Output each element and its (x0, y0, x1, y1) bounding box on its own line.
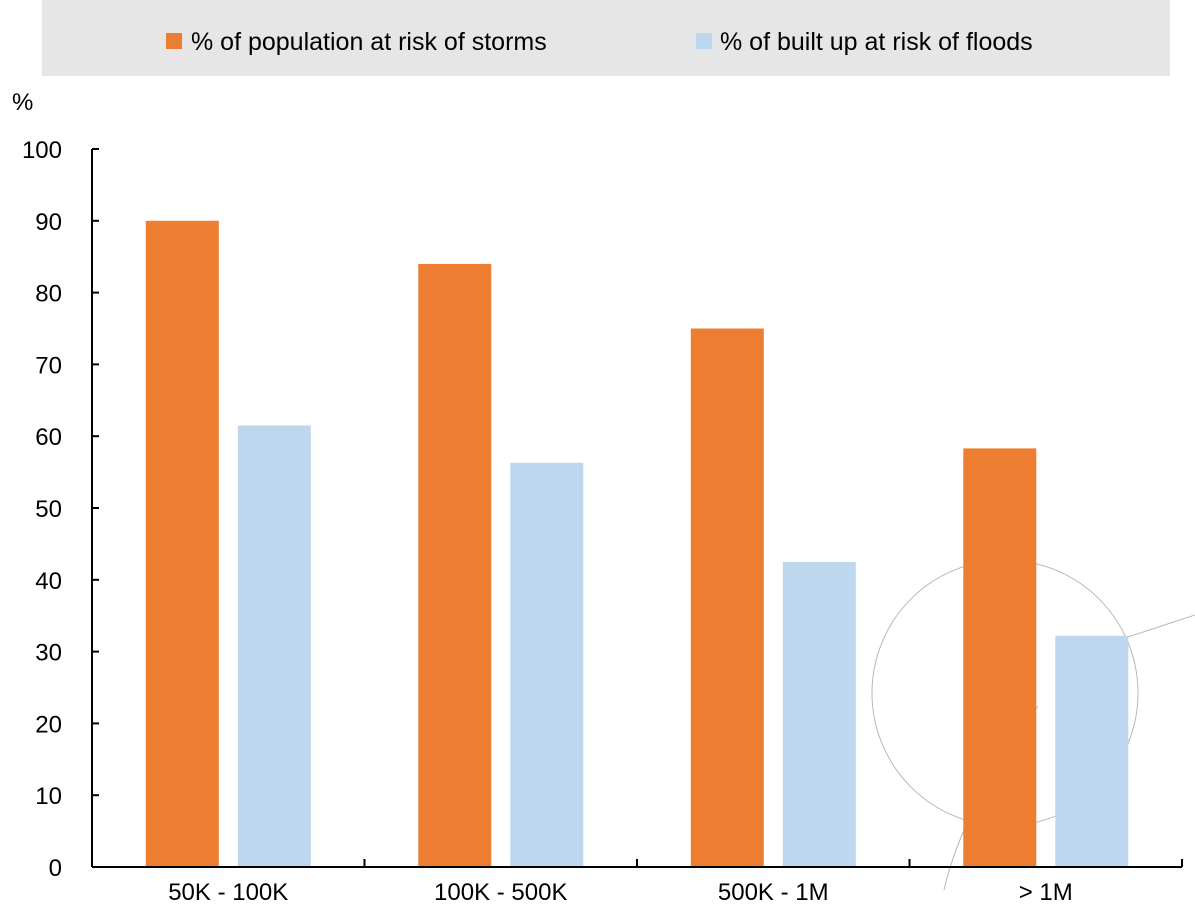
y-tick-label-6: 60 (35, 424, 62, 451)
y-tick-label-2: 20 (35, 711, 62, 738)
bars-group (145, 220, 1129, 868)
legend-label-floods: % of built up at risk of floods (720, 28, 1033, 56)
bar-floods-3 (1055, 635, 1129, 867)
legend-swatch-storms (166, 33, 182, 49)
x-tick-label-2: 500K - 1M (718, 879, 829, 906)
x-tick-label-0: 50K - 100K (168, 879, 288, 906)
y-axis-unit-label: % (12, 89, 33, 116)
y-tick-label-0: 0 (49, 855, 62, 882)
axes-group: 0 10 20 30 40 50 60 70 80 90 100 50K - 100K 100K - 5… (22, 137, 1183, 906)
x-tick-label-1: 100K - 500K (434, 879, 567, 906)
bar-floods-0 (237, 425, 311, 867)
y-tick-label-4: 40 (35, 568, 62, 595)
y-tick-label-9: 90 (35, 209, 62, 236)
x-tick-label-3: > 1M (1019, 879, 1073, 906)
bar-storms-3 (963, 448, 1037, 867)
bar-storms-2 (690, 328, 764, 867)
y-tick-label-5: 50 (35, 496, 62, 523)
y-tick-label-8: 80 (35, 281, 62, 308)
y-tick-label-7: 70 (35, 352, 62, 379)
y-tick-label-1: 10 (35, 783, 62, 810)
bar-storms-1 (418, 263, 492, 867)
legend: % of population at risk of storms % of b… (42, 0, 1170, 76)
legend-background (42, 0, 1170, 76)
bar-floods-1 (510, 462, 584, 867)
bar-storms-0 (145, 220, 219, 868)
y-tick-label-3: 30 (35, 640, 62, 667)
y-tick-label-10: 100 (22, 137, 62, 164)
legend-label-storms: % of population at risk of storms (191, 28, 547, 56)
bar-floods-2 (782, 561, 856, 867)
legend-swatch-floods (696, 33, 712, 49)
